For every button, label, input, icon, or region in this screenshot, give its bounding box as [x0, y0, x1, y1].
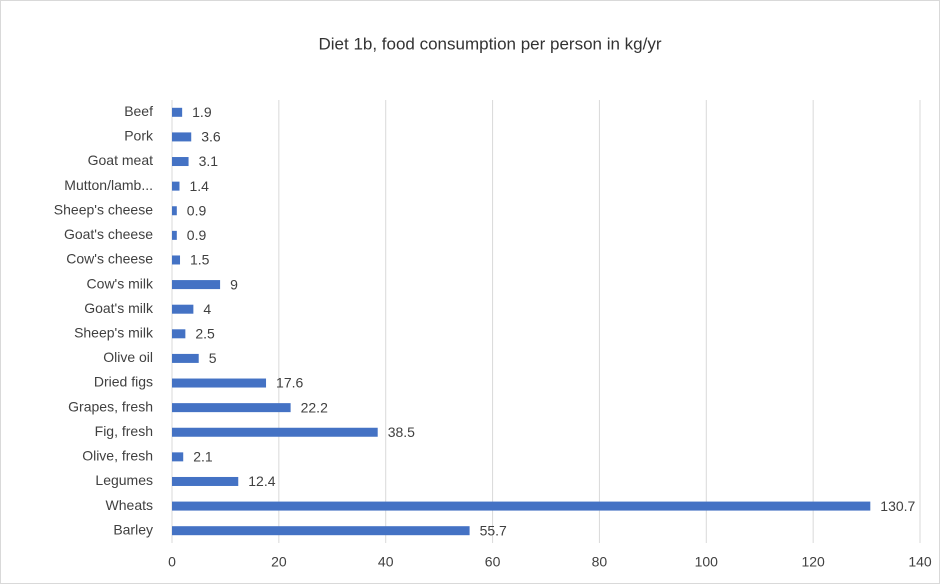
data-label: 130.7: [880, 498, 915, 514]
x-tick-label: 0: [168, 554, 176, 570]
bar: [172, 501, 871, 511]
bar: [172, 132, 192, 142]
x-tick-label: 80: [592, 554, 608, 570]
x-tick-label: 100: [695, 554, 719, 570]
data-label: 17.6: [276, 375, 303, 391]
y-tick-label: Pork: [124, 128, 154, 144]
bar: [172, 353, 199, 363]
y-tick-label: Barley: [113, 521, 153, 537]
data-label: 1.5: [190, 252, 210, 268]
data-label: 55.7: [480, 522, 507, 538]
x-tick-label: 40: [378, 554, 394, 570]
data-label: 3.6: [201, 129, 221, 145]
data-label: 0.9: [187, 227, 207, 243]
bar: [172, 378, 267, 388]
data-label: 2.1: [193, 449, 213, 465]
bar: [172, 304, 194, 314]
y-tick-label: Cow's milk: [87, 275, 154, 291]
y-tick-label: Goat's milk: [84, 300, 154, 316]
data-label: 4: [203, 301, 211, 317]
y-tick-label: Sheep's milk: [74, 325, 154, 341]
x-tick-label: 120: [801, 554, 825, 570]
chart-title: Diet 1b, food consumption per person in …: [318, 34, 661, 53]
y-tick-label: Olive oil: [103, 349, 153, 365]
x-tick-label: 140: [908, 554, 932, 570]
data-label: 5: [209, 350, 217, 366]
y-tick-label: Olive, fresh: [82, 448, 153, 464]
bar: [172, 280, 221, 290]
y-tick-label: Mutton/lamb...: [64, 177, 153, 193]
y-tick-label: Goat's cheese: [64, 226, 153, 242]
y-tick-label: Grapes, fresh: [68, 398, 153, 414]
y-tick-label: Dried figs: [94, 374, 153, 390]
data-label: 1.4: [189, 178, 209, 194]
bar: [172, 181, 180, 191]
y-tick-label: Wheats: [106, 497, 153, 513]
x-tick-label: 60: [485, 554, 501, 570]
bar: [172, 452, 184, 462]
bar: [172, 329, 186, 339]
data-label: 22.2: [301, 399, 328, 415]
y-tick-label: Beef: [124, 103, 153, 119]
y-tick-label: Goat meat: [88, 152, 153, 168]
y-tick-label: Cow's cheese: [66, 251, 153, 267]
data-label: 38.5: [388, 424, 415, 440]
data-label: 9: [230, 276, 238, 292]
bar: [172, 230, 177, 240]
data-label: 2.5: [195, 326, 215, 342]
bar: [172, 427, 378, 437]
data-label: 12.4: [248, 473, 275, 489]
y-tick-label: Fig, fresh: [95, 423, 153, 439]
bar: [172, 403, 291, 413]
x-tick-label: 20: [271, 554, 287, 570]
bar: [172, 206, 177, 216]
bar: [172, 157, 189, 167]
bar: [172, 476, 239, 486]
y-tick-label: Legumes: [95, 472, 153, 488]
bar: [172, 107, 183, 117]
data-label: 0.9: [187, 202, 207, 218]
bar: [172, 255, 181, 265]
data-label: 3.1: [199, 153, 219, 169]
y-tick-label: Sheep's cheese: [54, 201, 153, 217]
data-label: 1.9: [192, 104, 212, 120]
bar: [172, 526, 470, 536]
